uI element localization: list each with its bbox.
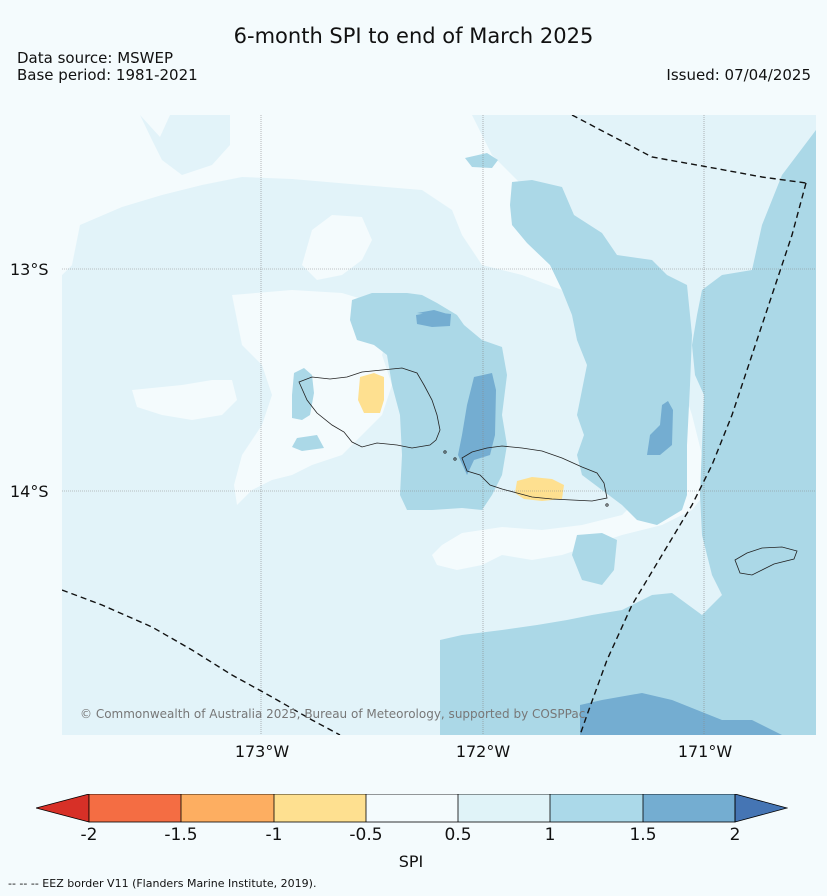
spi-1.5-2-regions	[416, 310, 782, 735]
colorbar-label: SPI	[398, 852, 424, 871]
colorbar-segment	[550, 794, 643, 822]
colorbar-segment	[458, 794, 550, 822]
colorbar-segment	[274, 794, 366, 822]
lat-label-13s: 13°S	[10, 260, 49, 279]
lon-label-172w: 172°W	[455, 742, 511, 761]
copyright-text: © Commonwealth of Australia 2025, Bureau…	[80, 707, 586, 721]
colorbar-segment	[181, 794, 274, 822]
apolima-island	[443, 450, 447, 454]
tutuila-island	[734, 546, 798, 576]
colorbar-segment	[366, 794, 458, 822]
savaii-island	[298, 367, 441, 449]
eez-border-note: -- -- -- EEZ border V11 (Flanders Marine…	[8, 877, 317, 890]
lon-label-171w: 171°W	[677, 742, 733, 761]
colorbar-tick: -1	[265, 825, 283, 845]
map-title: 6-month SPI to end of March 2025	[233, 24, 594, 48]
colorbar-tick: 1	[544, 825, 556, 845]
nuulopa-island	[605, 503, 609, 507]
colorbar-tick: 2	[729, 825, 741, 845]
colorbar-frame	[88, 794, 736, 823]
colorbar-tick: -1.5	[164, 825, 198, 845]
base-period-text: Base period: 1981-2021	[17, 66, 198, 84]
map-gridlines	[62, 115, 816, 735]
upolu-island	[461, 445, 608, 502]
spi-colorbar	[36, 794, 788, 823]
coastlines	[298, 367, 798, 576]
colorbar-segment	[643, 794, 735, 822]
manono-island	[453, 457, 457, 461]
spi-1-1.5-regions	[292, 130, 816, 735]
colorbar-tick: 1.5	[629, 825, 657, 845]
colorbar-tick: 0.5	[444, 825, 472, 845]
spi-map	[62, 115, 816, 735]
colorbar-dividers	[180, 794, 644, 822]
colorbar-extension-high	[734, 794, 788, 823]
colorbar-tick: -0.5	[349, 825, 383, 845]
lon-label-173w: 173°W	[234, 742, 290, 761]
colorbar-tick: -2	[80, 825, 98, 845]
data-source-text: Data source: MSWEP	[17, 49, 174, 67]
lat-label-14s: 14°S	[10, 482, 49, 501]
eez-borders	[62, 115, 807, 735]
spi-dry-patches	[358, 373, 564, 501]
issued-date-text: Issued: 07/04/2025	[666, 66, 811, 84]
colorbar-segment	[89, 794, 181, 822]
colorbar-extension-low	[36, 794, 90, 823]
